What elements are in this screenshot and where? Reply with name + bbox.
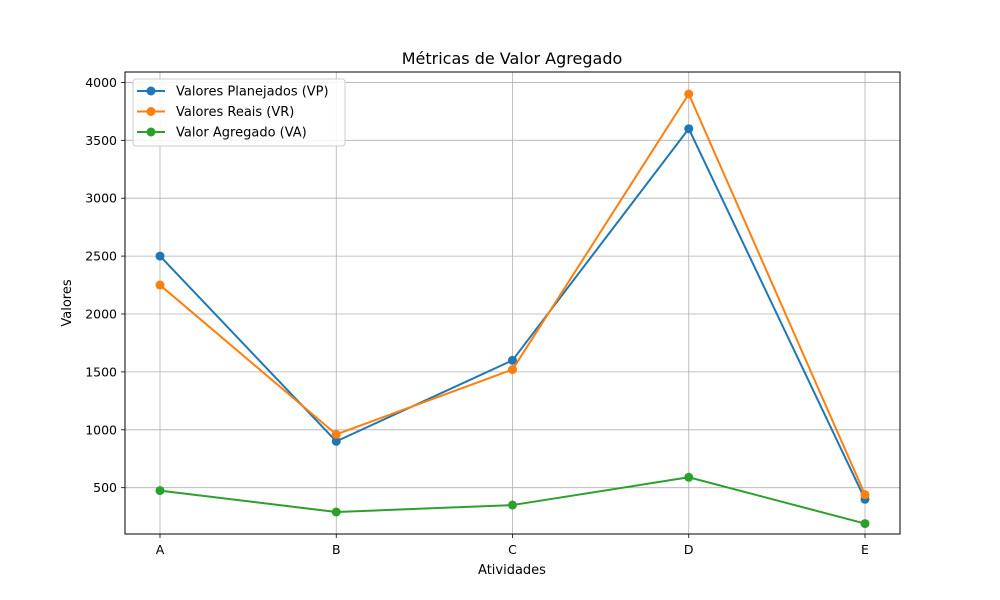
y-tick-label: 1000	[85, 422, 117, 437]
series-0-point	[331, 436, 341, 446]
legend-label-0: Valores Planejados (VP)	[176, 85, 329, 100]
legend-label-2: Valor Agregado (VA)	[176, 126, 307, 141]
y-tick-label: 3500	[85, 133, 117, 148]
series-1-point	[684, 89, 694, 99]
grid	[125, 72, 900, 534]
x-tick-label: E	[861, 542, 869, 557]
legend-marker-2	[146, 127, 156, 137]
x-axis-label: Atividades	[478, 563, 546, 578]
series-1-point	[155, 280, 165, 290]
y-tick-label: 1500	[85, 364, 117, 379]
series-1-point	[508, 365, 517, 375]
y-tick-label: 2500	[85, 249, 117, 264]
legend: Valores Planejados (VP) Valores Reais (VR…	[132, 78, 346, 147]
series-1-point	[331, 429, 341, 439]
y-tick-label: 4000	[85, 75, 117, 90]
series-2-point	[860, 519, 870, 529]
legend-marker-1	[146, 107, 156, 116]
series-1-point	[860, 490, 870, 500]
y-tick-label: 500	[93, 480, 117, 495]
series-group	[155, 89, 870, 529]
series-2-point	[508, 500, 517, 510]
x-axis: A B C D E	[156, 534, 869, 557]
series-0-point	[508, 355, 517, 365]
x-tick-label: C	[508, 542, 517, 557]
x-tick-label: D	[684, 542, 694, 557]
series-2-point	[331, 507, 341, 517]
series-2-point	[155, 486, 165, 496]
y-tick-label: 2000	[85, 307, 117, 322]
legend-label-1: Valores Reais (VR)	[176, 105, 294, 120]
series-2-point	[684, 472, 694, 482]
legend-box	[132, 78, 346, 147]
y-axis-label: Valores	[60, 279, 75, 326]
chart-title: Métricas de Valor Agregado	[402, 49, 623, 68]
series-0-point	[684, 124, 694, 134]
x-tick-label: B	[332, 542, 341, 557]
series-0-point	[155, 251, 165, 261]
y-tick-label: 3000	[85, 191, 117, 206]
x-tick-label: A	[156, 542, 165, 557]
legend-marker-0	[146, 86, 156, 96]
y-axis: 500 1000 1500 2000 2500 3000 3500 4000	[85, 75, 125, 495]
